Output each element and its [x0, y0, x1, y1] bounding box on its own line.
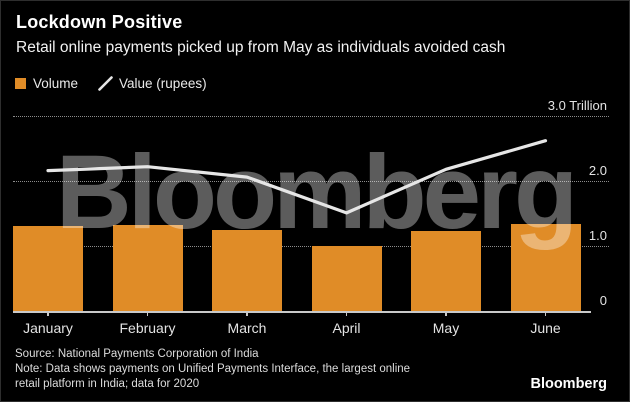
- gridline-3.0 Trillion: [13, 116, 609, 117]
- note-text-line1: Note: Data shows payments on Unified Pay…: [15, 363, 411, 375]
- x-axis-label-january: January: [23, 320, 73, 336]
- y-axis-label: 0: [599, 293, 607, 308]
- x-axis-label-june: June: [530, 320, 561, 336]
- y-axis-label: 3.0 Trillion: [547, 98, 607, 113]
- volume-bar-february: [112, 224, 183, 311]
- volume-swatch-icon: [15, 78, 26, 89]
- legend-label-value: Value (rupees): [119, 76, 207, 91]
- volume-bar-april: [311, 246, 382, 311]
- x-tick-february: [146, 311, 149, 316]
- volume-bar-march: [212, 229, 282, 311]
- legend-item-volume: Volume: [15, 76, 78, 91]
- gridline-1.0: [13, 246, 609, 247]
- chart-subtitle: Retail online payments picked up from Ma…: [16, 39, 506, 56]
- legend-item-value: Value (rupees): [98, 76, 207, 91]
- bloomberg-logo: Bloomberg: [530, 376, 607, 392]
- volume-bar-june: [510, 223, 581, 311]
- legend-label-volume: Volume: [33, 76, 79, 91]
- x-tick-june: [544, 311, 547, 316]
- line-swatch-icon: [98, 76, 113, 91]
- note-text-line2: retail platform in India; data for 2020: [15, 378, 200, 390]
- x-tick-april: [345, 311, 348, 316]
- x-axis-label-march: March: [227, 320, 267, 336]
- chart-title: Lockdown Positive: [16, 12, 183, 32]
- footer-notes: Source: National Payments Corporation of…: [15, 347, 410, 392]
- x-axis-label-april: April: [332, 320, 361, 336]
- y-axis-label: 2.0: [588, 163, 607, 178]
- x-axis-line: [13, 311, 591, 313]
- x-axis-label-may: May: [432, 320, 460, 336]
- x-axis-label-february: February: [119, 320, 176, 336]
- x-tick-may: [445, 311, 447, 316]
- source-text: Source: National Payments Corporation of…: [15, 348, 259, 360]
- x-tick-january: [47, 311, 49, 316]
- bloomberg-watermark: Bloomberg: [55, 134, 578, 251]
- x-tick-march: [246, 311, 248, 316]
- volume-bar-january: [13, 225, 83, 311]
- volume-bar-may: [411, 231, 481, 311]
- legend: Volume Value (rupees): [15, 76, 207, 91]
- y-axis-label: 1.0: [588, 228, 607, 243]
